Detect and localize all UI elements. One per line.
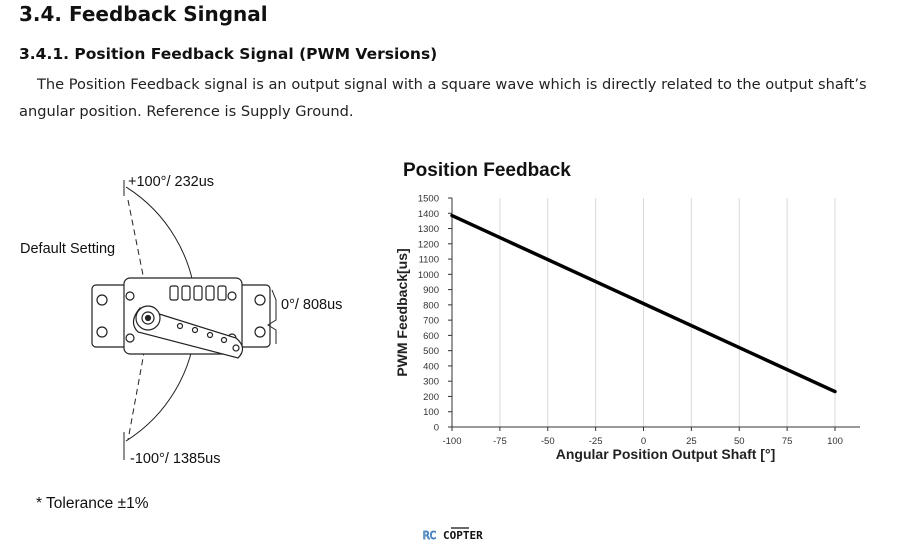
y-tick-label: 900 bbox=[423, 285, 439, 296]
y-tick-label: 400 bbox=[423, 361, 439, 372]
x-tick-label: 25 bbox=[686, 436, 697, 447]
servo-icon bbox=[91, 277, 271, 359]
logo-rc-text: RC bbox=[423, 529, 436, 542]
y-tick-label: 600 bbox=[423, 331, 439, 342]
y-tick-label: 1400 bbox=[418, 209, 439, 220]
label-default: Default Setting bbox=[20, 241, 115, 257]
x-tick-label: 75 bbox=[782, 436, 793, 447]
description-paragraph: The Position Feedback signal is an outpu… bbox=[19, 76, 867, 120]
y-axis-label: PWM Feedback[us] bbox=[394, 248, 410, 376]
feedback-line bbox=[450, 213, 837, 394]
y-tick-label: 1500 bbox=[418, 194, 439, 205]
tolerance-note: * Tolerance ±1% bbox=[36, 495, 149, 512]
y-tick-label: 0 bbox=[434, 423, 439, 434]
servo-diagram: +100°/ 232us Default Setting 0°/ 808us -… bbox=[20, 174, 342, 467]
y-tick-label: 1000 bbox=[418, 270, 439, 281]
center-bracket bbox=[267, 289, 277, 344]
y-tick-label: 100 bbox=[423, 407, 439, 418]
x-tick-label: -100 bbox=[442, 436, 461, 447]
y-tick-label: 1300 bbox=[418, 224, 439, 235]
x-tick-label: -25 bbox=[589, 436, 603, 447]
subsection-title: 3.4.1. Position Feedback Signal (PWM Ver… bbox=[19, 45, 438, 63]
y-tick-label: 200 bbox=[423, 392, 439, 403]
logo-copter-text: COPTER bbox=[443, 529, 483, 542]
x-tick-label: -50 bbox=[541, 436, 555, 447]
y-tick-label: 300 bbox=[423, 377, 439, 388]
x-tick-label: -75 bbox=[493, 436, 507, 447]
chart-title: Position Feedback bbox=[403, 160, 571, 181]
x-axis-label: Angular Position Output Shaft [°] bbox=[556, 446, 775, 462]
label-top: +100°/ 232us bbox=[128, 174, 214, 190]
y-tick-label: 700 bbox=[423, 316, 439, 327]
y-tick-label: 800 bbox=[423, 300, 439, 311]
x-tick-label: 0 bbox=[641, 436, 646, 447]
y-tick-label: 1200 bbox=[418, 239, 439, 250]
x-tick-label: 100 bbox=[827, 436, 843, 447]
section-title: 3.4. Feedback Singnal bbox=[19, 2, 268, 26]
position-feedback-chart: Position Feedback -100 -75 -50 -25 0 25 50 75 10… bbox=[394, 160, 860, 462]
label-bottom: -100°/ 1385us bbox=[130, 451, 220, 467]
rc-copter-logo: RC COPTER bbox=[423, 527, 483, 542]
y-tick-label: 500 bbox=[423, 346, 439, 357]
x-tick-label: 50 bbox=[734, 436, 745, 447]
y-tick-label: 1100 bbox=[419, 255, 439, 266]
label-center: 0°/ 808us bbox=[281, 297, 342, 313]
